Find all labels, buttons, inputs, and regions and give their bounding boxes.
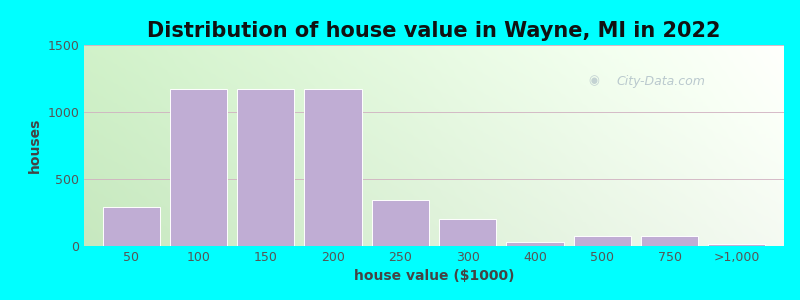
Y-axis label: houses: houses — [28, 118, 42, 173]
Bar — [506, 242, 563, 246]
Title: Distribution of house value in Wayne, MI in 2022: Distribution of house value in Wayne, MI… — [147, 21, 721, 41]
Text: ◉: ◉ — [588, 75, 599, 88]
Bar — [170, 88, 227, 246]
Bar — [372, 200, 429, 246]
Bar — [708, 244, 766, 246]
Bar — [439, 219, 496, 246]
Text: City-Data.com: City-Data.com — [616, 75, 705, 88]
X-axis label: house value ($1000): house value ($1000) — [354, 269, 514, 284]
Bar — [641, 236, 698, 246]
Bar — [305, 88, 362, 246]
Bar — [102, 207, 160, 246]
Bar — [237, 88, 294, 246]
Bar — [574, 236, 631, 246]
